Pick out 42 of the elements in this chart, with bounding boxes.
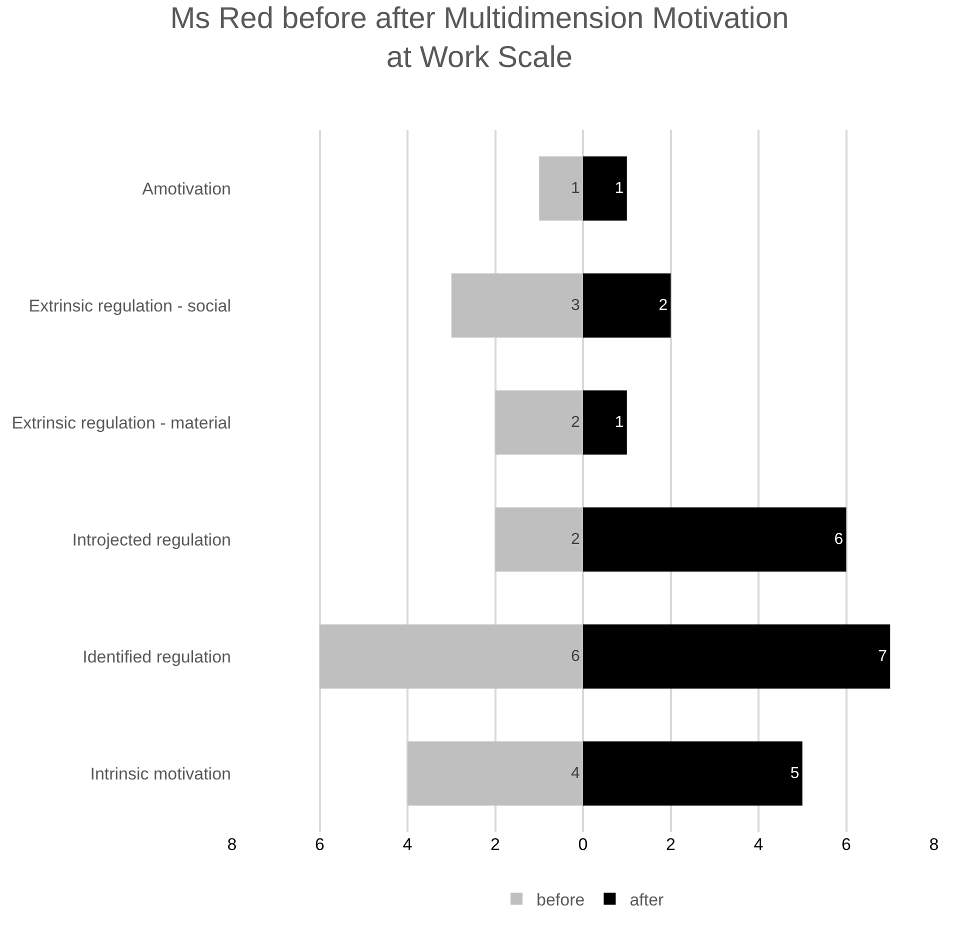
data-label: 2 — [571, 531, 580, 548]
bar — [495, 507, 583, 572]
y-tick-label: Extrinsic regulation - social — [28, 296, 231, 316]
bar — [451, 273, 583, 338]
y-tick-label: Amotivation — [142, 179, 231, 198]
bar — [583, 507, 846, 572]
bar — [408, 741, 583, 806]
data-label: 4 — [571, 765, 580, 782]
data-label: 3 — [571, 297, 580, 314]
legend-label: after — [630, 890, 664, 910]
legend-label: before — [536, 890, 585, 910]
x-tick-label: 6 — [842, 835, 851, 854]
bar — [539, 156, 583, 221]
data-label: 1 — [614, 414, 624, 432]
data-label: 1 — [614, 180, 624, 197]
x-tick-label: 6 — [315, 835, 324, 854]
data-label: 5 — [790, 765, 800, 782]
x-tick-label: 8 — [227, 835, 237, 854]
bar — [583, 624, 890, 689]
x-tick-label: 4 — [754, 835, 764, 854]
bar — [583, 273, 671, 338]
y-tick-label: Introjected regulation — [72, 530, 231, 550]
chart-title: Ms Red before after Multidimension Motivation at Work Scale — [170, 2, 789, 74]
x-tick-label: 2 — [666, 835, 676, 854]
data-label: 1 — [571, 180, 580, 197]
data-label: 2 — [658, 297, 668, 314]
y-tick-label: Intrinsic motivation — [90, 764, 231, 784]
x-tick-label: 2 — [490, 835, 500, 854]
y-tick-label: Identified regulation — [82, 647, 231, 666]
bar — [583, 156, 627, 221]
data-label: 2 — [571, 414, 580, 432]
y-tick-label: Extrinsic regulation - material — [12, 413, 231, 432]
x-tick-label: 8 — [929, 835, 939, 854]
bar — [583, 741, 802, 806]
data-label: 6 — [571, 648, 580, 666]
bar — [495, 390, 583, 455]
data-label: 6 — [834, 531, 844, 548]
x-tick-label: 4 — [402, 835, 412, 854]
x-tick-label: 0 — [578, 835, 588, 854]
bar — [583, 390, 627, 455]
data-label: 7 — [878, 648, 888, 666]
bar — [320, 624, 583, 689]
